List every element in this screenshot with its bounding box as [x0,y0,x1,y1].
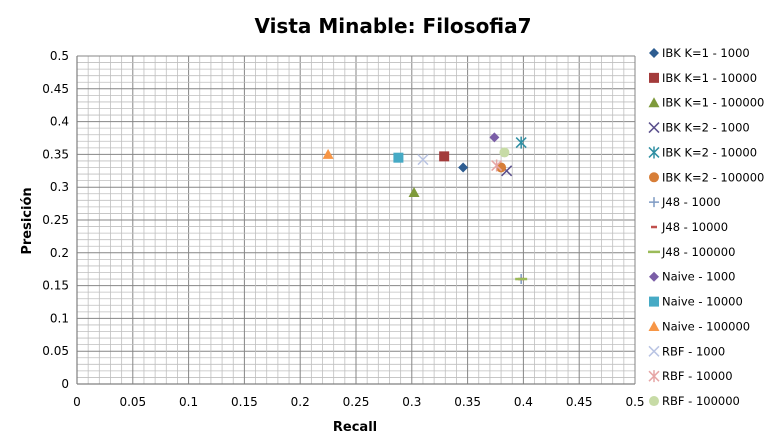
legend-marker-5 [648,146,660,159]
legend-label-7: J48 - 1000 [661,195,721,209]
plot-grid [76,55,636,385]
data-point-6 [496,162,507,173]
y-axis-title: Presición [20,187,35,254]
data-point-14 [491,159,503,172]
data-point-1 [458,162,469,173]
legend-marker-2 [649,72,659,83]
data-point-3 [408,186,420,197]
plot-axes [76,56,635,385]
legend-label-13: RBF - 1000 [662,344,725,358]
legend-marker-13 [648,345,660,357]
legend-label-5: IBK K=2 - 10000 [662,145,757,159]
legend-label-1: IBK K=1 - 1000 [662,46,750,60]
legend-marker-12 [648,320,660,331]
x-tick-label: 0 [73,395,81,409]
data-point-13 [417,154,429,166]
legend-marker-4 [648,122,660,134]
y-tick-label: 0.2 [50,246,69,260]
y-tick-label: 0.25 [42,213,69,227]
x-tick-label: 0.05 [119,395,146,409]
y-tick-label: 0.3 [50,180,69,194]
legend-marker-7 [649,197,659,208]
x-tick-label: 0.45 [566,395,593,409]
data-point-15 [499,147,510,158]
x-tick-label: 0.5 [625,395,644,409]
x-tick-label: 0.3 [402,395,421,409]
data-point-12 [322,148,334,159]
legend-marker-1 [649,48,659,58]
y-tick-label: 0.45 [42,82,69,96]
x-tick-label: 0.1 [179,395,198,409]
legend-label-10: Naive - 1000 [662,270,735,284]
legend-label-2: IBK K=1 - 10000 [662,71,757,85]
legend-label-6: IBK K=2 - 100000 [662,170,764,184]
legend-label-11: Naive - 10000 [662,295,743,309]
legend-marker-14 [648,370,660,383]
x-axis-title: Recall [333,420,377,435]
y-tick-label: 0.5 [50,49,69,63]
data-point-10 [489,132,500,143]
legend-label-14: RBF - 10000 [662,369,733,383]
legend-marker-3 [648,97,660,108]
x-tick-label: 0.25 [343,395,370,409]
y-tick-label: 0.05 [42,344,69,358]
y-tick-label: 0.35 [42,147,69,161]
legend-label-8: J48 - 10000 [661,220,728,234]
data-points [322,132,528,285]
legend-label-9: J48 - 100000 [661,245,735,259]
legend: IBK K=1 - 1000 IBK K=1 - 10000 IBK K=1 - 1… [648,46,764,408]
legend-marker-15 [649,396,659,407]
legend-marker-11 [649,296,659,307]
y-tick-label: 0 [61,377,69,391]
y-tick-label: 0.15 [42,279,69,293]
data-point-11 [393,152,404,163]
legend-marker-6 [649,172,659,183]
tick-labels: 0 0.05 0.1 0.15 0.2 0.25 0.3 0.35 0.4 0.45 0.5 0 0.0… [42,49,644,409]
legend-label-4: IBK K=2 - 1000 [662,121,750,135]
y-tick-label: 0.1 [50,311,69,325]
x-tick-label: 0.2 [291,395,310,409]
x-tick-label: 0.15 [231,395,258,409]
x-tick-label: 0.4 [514,395,533,409]
chart-title: Vista Minable: Filosofia7 [254,14,531,38]
data-point-5 [515,136,527,149]
legend-label-3: IBK K=1 - 100000 [662,96,764,110]
legend-marker-10 [649,271,659,282]
y-tick-label: 0.4 [50,115,69,129]
legend-label-12: Naive - 100000 [662,319,750,333]
legend-label-15: RBF - 100000 [662,394,740,408]
data-point-2 [439,151,450,162]
x-tick-label: 0.35 [454,395,481,409]
